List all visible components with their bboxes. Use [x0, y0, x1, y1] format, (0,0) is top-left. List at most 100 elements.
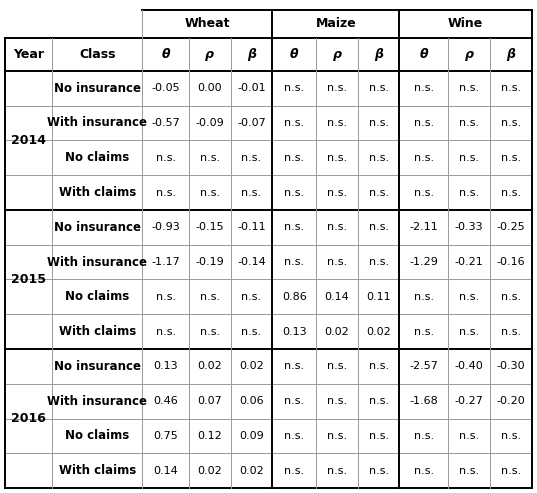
Text: n.s.: n.s. — [459, 292, 480, 302]
Text: n.s.: n.s. — [501, 187, 521, 198]
Text: No insurance: No insurance — [54, 221, 141, 234]
Text: -0.25: -0.25 — [496, 222, 525, 232]
Text: -0.19: -0.19 — [195, 257, 224, 267]
Text: Class: Class — [79, 48, 115, 61]
Text: n.s.: n.s. — [284, 153, 304, 163]
Text: 0.07: 0.07 — [198, 396, 222, 406]
Text: With insurance: With insurance — [47, 116, 147, 130]
Text: n.s.: n.s. — [368, 118, 389, 128]
Text: n.s.: n.s. — [501, 431, 521, 441]
Text: n.s.: n.s. — [459, 466, 480, 476]
Text: n.s.: n.s. — [200, 292, 220, 302]
Text: n.s.: n.s. — [241, 292, 262, 302]
Text: -0.57: -0.57 — [151, 118, 180, 128]
Text: n.s.: n.s. — [327, 396, 347, 406]
Text: 0.02: 0.02 — [239, 361, 264, 371]
Text: n.s.: n.s. — [241, 187, 262, 198]
Text: n.s.: n.s. — [284, 466, 304, 476]
Text: With insurance: With insurance — [47, 395, 147, 408]
Text: n.s.: n.s. — [501, 83, 521, 93]
Text: -0.11: -0.11 — [237, 222, 266, 232]
Text: Wine: Wine — [448, 17, 483, 30]
Text: n.s.: n.s. — [284, 257, 304, 267]
Text: n.s.: n.s. — [459, 118, 480, 128]
Text: No claims: No claims — [65, 151, 129, 164]
Text: 0.86: 0.86 — [282, 292, 307, 302]
Text: n.s.: n.s. — [368, 396, 389, 406]
Text: -0.27: -0.27 — [455, 396, 484, 406]
Text: 0.02: 0.02 — [198, 361, 222, 371]
Text: -2.11: -2.11 — [410, 222, 438, 232]
Text: -0.15: -0.15 — [195, 222, 224, 232]
Text: 0.09: 0.09 — [239, 431, 264, 441]
Text: 0.06: 0.06 — [239, 396, 264, 406]
Text: n.s.: n.s. — [501, 153, 521, 163]
Text: n.s.: n.s. — [459, 326, 480, 337]
Text: 0.11: 0.11 — [366, 292, 391, 302]
Text: θ: θ — [419, 48, 428, 61]
Text: 0.13: 0.13 — [154, 361, 178, 371]
Text: No claims: No claims — [65, 429, 129, 442]
Text: n.s.: n.s. — [368, 153, 389, 163]
Text: n.s.: n.s. — [327, 153, 347, 163]
Text: 0.75: 0.75 — [154, 431, 178, 441]
Text: n.s.: n.s. — [200, 187, 220, 198]
Text: n.s.: n.s. — [459, 431, 480, 441]
Text: 0.00: 0.00 — [198, 83, 222, 93]
Text: θ: θ — [162, 48, 170, 61]
Text: -2.57: -2.57 — [410, 361, 438, 371]
Text: n.s.: n.s. — [284, 431, 304, 441]
Text: 2015: 2015 — [11, 273, 46, 286]
Text: With insurance: With insurance — [47, 255, 147, 269]
Text: β: β — [506, 48, 516, 61]
Text: -0.40: -0.40 — [455, 361, 484, 371]
Text: n.s.: n.s. — [327, 466, 347, 476]
Text: 0.02: 0.02 — [198, 466, 222, 476]
Text: n.s.: n.s. — [200, 326, 220, 337]
Text: n.s.: n.s. — [368, 361, 389, 371]
Text: n.s.: n.s. — [459, 153, 480, 163]
Text: With claims: With claims — [59, 464, 136, 477]
Text: -0.30: -0.30 — [497, 361, 525, 371]
Text: n.s.: n.s. — [284, 118, 304, 128]
Text: 2016: 2016 — [11, 412, 46, 425]
Text: -1.17: -1.17 — [151, 257, 180, 267]
Text: -0.16: -0.16 — [497, 257, 525, 267]
Text: With claims: With claims — [59, 186, 136, 199]
Text: θ: θ — [290, 48, 299, 61]
Text: n.s.: n.s. — [284, 187, 304, 198]
Text: n.s.: n.s. — [327, 222, 347, 232]
Text: No insurance: No insurance — [54, 82, 141, 95]
Text: n.s.: n.s. — [368, 187, 389, 198]
Text: n.s.: n.s. — [200, 153, 220, 163]
Text: n.s.: n.s. — [459, 83, 480, 93]
Text: 0.14: 0.14 — [154, 466, 178, 476]
Text: -0.05: -0.05 — [151, 83, 180, 93]
Text: n.s.: n.s. — [368, 83, 389, 93]
Text: n.s.: n.s. — [156, 326, 176, 337]
Text: n.s.: n.s. — [327, 257, 347, 267]
Text: n.s.: n.s. — [501, 292, 521, 302]
Text: n.s.: n.s. — [241, 153, 262, 163]
Text: n.s.: n.s. — [368, 466, 389, 476]
Text: -0.07: -0.07 — [237, 118, 266, 128]
Text: n.s.: n.s. — [327, 431, 347, 441]
Text: n.s.: n.s. — [414, 187, 434, 198]
Text: n.s.: n.s. — [284, 361, 304, 371]
Text: 2014: 2014 — [11, 134, 46, 147]
Text: n.s.: n.s. — [284, 396, 304, 406]
Text: Year: Year — [13, 48, 44, 61]
Text: n.s.: n.s. — [156, 292, 176, 302]
Text: No insurance: No insurance — [54, 360, 141, 373]
Text: n.s.: n.s. — [414, 153, 434, 163]
Text: 0.02: 0.02 — [239, 466, 264, 476]
Text: n.s.: n.s. — [156, 153, 176, 163]
Text: n.s.: n.s. — [284, 222, 304, 232]
Text: n.s.: n.s. — [284, 83, 304, 93]
Text: No claims: No claims — [65, 290, 129, 303]
Text: n.s.: n.s. — [327, 118, 347, 128]
Text: 0.02: 0.02 — [325, 326, 350, 337]
Text: -0.93: -0.93 — [151, 222, 180, 232]
Text: Wheat: Wheat — [185, 17, 230, 30]
Text: β: β — [247, 48, 256, 61]
